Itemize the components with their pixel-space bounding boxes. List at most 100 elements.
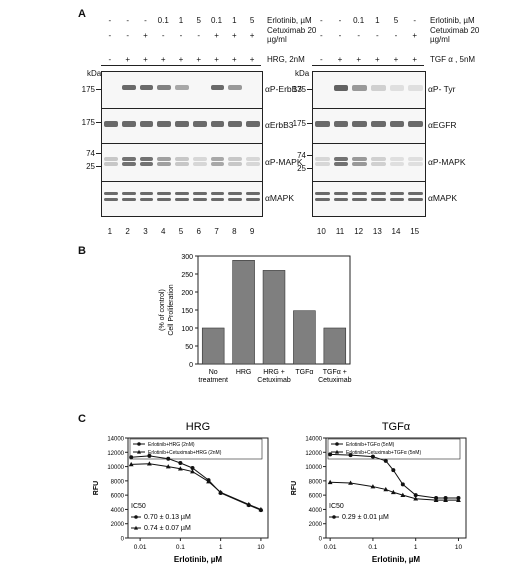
- chart-title: TGFα: [382, 421, 411, 433]
- legend-label: Erlotinib+HRG (2nM): [148, 442, 195, 448]
- blot-band: [121, 162, 136, 166]
- left-treatment-name: HRG, 2nM: [267, 55, 305, 64]
- data-point: [383, 486, 389, 492]
- blot-band: [121, 198, 136, 201]
- blot-band: [139, 198, 154, 201]
- right-lane-number: 13: [372, 227, 382, 236]
- x-category-label: HRG + Cetuximab: [257, 369, 291, 384]
- left-marker-tick: [96, 166, 101, 167]
- blot-band: [104, 157, 118, 161]
- blot-band: [175, 162, 189, 166]
- right-marker: 175: [292, 85, 306, 94]
- data-point: [190, 466, 195, 470]
- left-treatment-name: Cetuximab 20 µg/ml: [267, 26, 317, 44]
- ic50-value: 0.74 ± 0.07 µM: [144, 525, 191, 532]
- x-axis-label: Erlotinib, µM: [174, 555, 222, 564]
- y-tick-label: 50: [185, 344, 193, 351]
- panel-b-label: B: [78, 245, 86, 257]
- right-treatment-value: -: [413, 16, 416, 25]
- data-point: [147, 453, 152, 458]
- blot-band: [315, 157, 330, 161]
- blot-band: [157, 192, 172, 195]
- bar: [232, 260, 255, 365]
- series-line: [330, 481, 459, 501]
- legend-marker: [335, 449, 339, 454]
- left-lane-number: 9: [249, 227, 255, 236]
- right-marker: 74: [297, 151, 306, 160]
- y-tick-label: 8000: [309, 479, 323, 485]
- blot-band: [333, 85, 349, 91]
- y-tick-label: 2000: [111, 522, 125, 528]
- left-treatment-value: -: [144, 16, 147, 25]
- legend-marker: [137, 449, 141, 454]
- blot-band: [246, 157, 260, 161]
- y-tick-label: 10000: [107, 465, 124, 471]
- blot-band: [139, 85, 154, 90]
- blot-band: [210, 192, 225, 195]
- left-treatment-value: -: [179, 31, 183, 40]
- data-point: [391, 468, 396, 473]
- right-blot-label: αEGFR: [428, 120, 457, 130]
- left-treatment-value: +: [196, 55, 202, 64]
- blot-band: [104, 192, 118, 195]
- data-point: [165, 464, 171, 469]
- right-treatment-name: Erlotinib, µM: [430, 16, 475, 25]
- blot-band: [389, 198, 405, 201]
- right-treatment-value: -: [319, 55, 323, 64]
- right-marker-tick: [307, 168, 312, 169]
- right-lane-number: 14: [391, 227, 401, 236]
- data-point: [413, 496, 419, 501]
- left-lane-number: 7: [214, 227, 219, 236]
- cell-proliferation-bar-chart: 0 50 100 150 200 250 300 No treatment HRG HRG + Cet…: [159, 254, 352, 384]
- left-treatment-value: +: [143, 31, 148, 40]
- x-tick-label: 1: [414, 544, 418, 551]
- ic50-value: 0.70 ± 0.13 µM: [144, 514, 191, 521]
- y-tick-label: 4000: [111, 508, 125, 514]
- left-blot-1: [101, 71, 263, 109]
- blot-band: [371, 157, 386, 161]
- y-tick-label: 0: [189, 362, 193, 369]
- blot-band: [408, 85, 423, 91]
- right-blot-label: αMAPK: [428, 193, 458, 203]
- y-tick-label: 8000: [111, 479, 125, 485]
- blot-band: [371, 192, 386, 195]
- legend-box: [327, 438, 461, 460]
- data-point: [348, 453, 353, 458]
- blot-band: [192, 198, 207, 201]
- blot-band: [315, 162, 330, 166]
- blot-band: [175, 192, 189, 195]
- ic50-label: IC50: [131, 503, 146, 510]
- blot-band: [104, 162, 118, 166]
- left-treatment-value: +: [231, 31, 237, 40]
- blot-band: [389, 121, 405, 127]
- right-lane-number: 15: [410, 227, 420, 236]
- right-kda-label: kDa: [295, 69, 310, 78]
- left-treatment-value: 0.1: [157, 16, 169, 25]
- data-point: [206, 479, 211, 484]
- blot-band: [408, 162, 423, 166]
- chart-title: HRG: [186, 421, 210, 433]
- y-tick-label: 12000: [305, 451, 322, 457]
- left-lane-number: 5: [178, 227, 184, 236]
- blot-band: [175, 157, 189, 161]
- blot-band: [371, 121, 386, 127]
- blot-band: [139, 121, 154, 127]
- blot-band: [246, 198, 260, 201]
- data-point: [413, 493, 418, 498]
- blot-band: [104, 121, 118, 127]
- x-category-label: TGFα: [295, 369, 313, 376]
- right-blot-4: [312, 181, 426, 217]
- data-point: [348, 480, 353, 485]
- blot-band: [246, 121, 260, 127]
- bar: [262, 270, 286, 365]
- left-treatment-value: +: [249, 31, 255, 40]
- blot-band: [192, 162, 207, 166]
- right-blot-1: [312, 71, 426, 109]
- blot-band: [139, 192, 154, 195]
- left-lane-number: 2: [125, 227, 130, 236]
- blot-band: [352, 198, 367, 201]
- left-blot-2: [101, 108, 263, 144]
- x-tick-label: 10: [455, 544, 463, 551]
- left-marker-tick: [96, 89, 101, 90]
- right-treatment-value: -: [319, 31, 323, 40]
